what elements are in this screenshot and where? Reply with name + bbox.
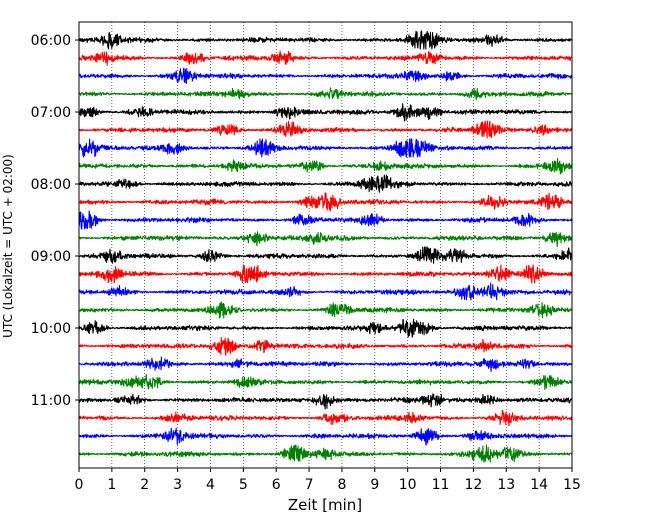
trace-0600 bbox=[78, 30, 573, 50]
y-axis-label: UTC (Lokalzeit = UTC + 02:00) bbox=[1, 154, 15, 338]
plot-frame bbox=[78, 21, 573, 469]
x-tick-label: 13 bbox=[497, 477, 515, 493]
trace-0630 bbox=[78, 67, 573, 84]
x-axis-label: Zeit [min] bbox=[288, 496, 362, 514]
x-axis: 0 1 2 3 4 5 6 7 8 9 10 11 12 13 14 15 bbox=[75, 468, 581, 493]
trace-0845 bbox=[78, 231, 573, 248]
trace-1030 bbox=[78, 356, 573, 373]
trace-0900 bbox=[78, 246, 573, 264]
trace-0915 bbox=[78, 264, 573, 284]
x-tick-label: 1 bbox=[107, 477, 116, 493]
trace-0715 bbox=[78, 120, 573, 139]
trace-1015 bbox=[78, 337, 573, 356]
y-tick-label: 09:00 bbox=[31, 249, 71, 265]
trace-0930 bbox=[78, 282, 573, 301]
x-tick-label: 6 bbox=[272, 477, 281, 493]
trace-1000 bbox=[78, 318, 573, 338]
x-tick-label: 14 bbox=[530, 477, 548, 493]
x-tick-label: 8 bbox=[337, 477, 346, 493]
x-tick-label: 0 bbox=[75, 477, 84, 493]
trace-0730 bbox=[78, 138, 573, 158]
x-tick-label: 9 bbox=[370, 477, 379, 493]
trace-0830 bbox=[78, 210, 573, 230]
x-tick-label: 5 bbox=[239, 477, 248, 493]
seismic-traces bbox=[78, 30, 573, 463]
trace-1115 bbox=[78, 410, 573, 427]
trace-1145 bbox=[78, 444, 573, 463]
trace-0700 bbox=[78, 103, 573, 122]
y-tick-label: 08:00 bbox=[31, 177, 71, 193]
trace-0800 bbox=[78, 174, 573, 193]
x-tick-label: 2 bbox=[140, 477, 149, 493]
x-tick-label: 3 bbox=[173, 477, 182, 493]
y-tick-label: 11:00 bbox=[31, 393, 71, 409]
y-tick-label: 10:00 bbox=[31, 321, 71, 337]
trace-1100 bbox=[78, 393, 573, 410]
trace-0945 bbox=[78, 301, 573, 319]
trace-0745 bbox=[78, 157, 573, 175]
x-tick-label: 4 bbox=[206, 477, 215, 493]
trace-1130 bbox=[78, 427, 573, 446]
x-tick-label: 12 bbox=[464, 477, 482, 493]
trace-0645 bbox=[78, 87, 573, 101]
y-axis: 06:00 07:00 08:00 09:00 10:00 11:00 bbox=[31, 33, 79, 409]
y-tick-label: 06:00 bbox=[31, 33, 71, 49]
x-tick-label: 15 bbox=[563, 477, 581, 493]
trace-1045 bbox=[78, 373, 573, 391]
x-tick-label: 7 bbox=[305, 477, 314, 493]
trace-0615 bbox=[78, 50, 573, 66]
x-tick-label: 10 bbox=[399, 477, 417, 493]
x-tick-label: 11 bbox=[432, 477, 450, 493]
grid-lines bbox=[111, 22, 540, 468]
y-tick-label: 07:00 bbox=[31, 105, 71, 121]
trace-0815 bbox=[78, 192, 573, 212]
